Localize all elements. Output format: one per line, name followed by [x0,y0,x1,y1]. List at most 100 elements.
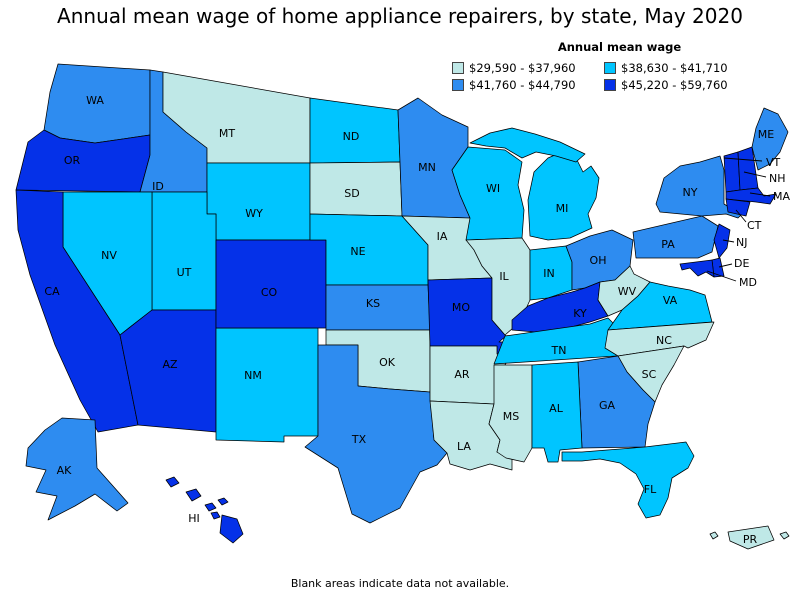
state-label-ga: GA [599,399,616,412]
state-label-nh: NH [769,172,786,185]
legend-item: $41,760 - $44,790 [452,78,604,92]
leader-line-vt [723,157,763,162]
state-shape-ca [15,189,139,433]
state-label-ok: OK [379,356,396,369]
page-title: Annual mean wage of home appliance repai… [57,4,743,28]
state-shape-tx [304,344,448,524]
state-label-me: ME [758,128,774,141]
leader-lines [706,157,771,282]
state-label-ma: MA [773,190,790,203]
state-label-la: LA [457,440,471,453]
state-label-wa: WA [86,94,104,107]
state-label-ny: NY [683,186,698,199]
state-label-ks: KS [366,297,380,310]
state-shape-ct [725,198,751,217]
state-label-nm: NM [244,369,262,382]
state-label-sd: SD [344,187,359,200]
state-label-mt: MT [219,127,235,140]
state-label-vt: VT [766,156,781,169]
state-shape-mi-lower [527,151,600,241]
state-shape-ga [577,355,656,449]
leader-line-nj [722,239,735,243]
state-label-in: IN [543,267,554,280]
state-label-ar: AR [454,368,470,381]
state-shape-fl [561,441,695,519]
state-shape-mn [397,97,471,219]
state-label-mn: MN [418,161,436,174]
state-label-al: AL [549,402,564,415]
state-label-tn: TN [551,344,567,357]
state-shape-wy [206,162,311,241]
state-label-va: VA [663,294,678,307]
state-label-mo: MO [452,301,470,314]
state-shape-mi-upper [469,127,586,163]
legend-item: $29,590 - $37,960 [452,61,604,75]
state-shape-pr [709,525,790,550]
state-shape-co [215,239,327,329]
state-shape-nc [604,321,715,357]
leader-line-nh [743,171,767,178]
state-label-oh: OH [590,254,607,267]
state-shape-hi [165,476,244,544]
legend: Annual mean wage $29,590 - $37,960 $38,6… [452,40,787,92]
state-label-ia: IA [437,230,448,243]
state-label-hi: HI [188,512,200,525]
state-label-nc: NC [656,334,672,347]
legend-swatch-bin2 [604,62,616,74]
state-label-de: DE [734,257,749,270]
state-label-nd: ND [343,130,360,143]
legend-swatch-bin4 [604,79,616,91]
state-shape-il [465,237,531,336]
state-shape-me [751,107,789,171]
state-label-wy: WY [245,207,263,220]
state-label-pa: PA [661,238,675,251]
state-label-nj: NJ [736,236,747,249]
state-label-wv: WV [618,285,637,298]
state-label-fl: FL [644,483,657,496]
state-shape-nm [215,327,319,443]
state-shape-al [531,361,583,463]
state-label-tx: TX [351,433,367,446]
state-label-mi: MI [556,202,569,215]
state-label-ne: NE [350,245,365,258]
state-shape-nj [713,223,731,259]
leader-line-md [706,270,737,282]
legend-swatch-bin1 [452,62,464,74]
legend-item: $38,630 - $41,710 [604,61,772,75]
leader-line-de [718,263,733,268]
state-shape-md [679,259,715,278]
state-shape-ut [151,191,217,311]
state-label-nv: NV [101,249,117,262]
legend-item: $45,220 - $59,760 [604,78,772,92]
state-label-ca: CA [44,285,60,298]
state-label-wi: WI [486,182,500,195]
state-label-ak: AK [57,464,73,477]
leader-line-ct [735,209,747,223]
state-label-ky: KY [573,307,587,320]
state-labels: WA OR CA NV ID MT WY UT CO AZ NM ND SD N… [44,94,790,546]
state-shape-az [119,309,217,433]
state-shapes [15,63,790,550]
state-label-ct: CT [747,219,762,232]
state-label-ms: MS [503,410,519,423]
legend-label-bin3: $41,760 - $44,790 [469,78,576,92]
legend-label-bin2: $38,630 - $41,710 [621,61,728,75]
legend-label-bin4: $45,220 - $59,760 [621,78,728,92]
state-label-pr: PR [743,533,758,546]
state-label-sc: SC [642,368,657,381]
legend-swatch-bin3 [452,79,464,91]
state-label-co: CO [261,286,278,299]
state-label-ut: UT [177,266,192,279]
state-label-il: IL [499,270,509,283]
state-label-or: OR [64,154,81,167]
leader-line-ma [749,192,771,197]
legend-title: Annual mean wage [557,40,682,54]
state-shape-pa [632,215,719,259]
state-label-md: MD [739,276,757,289]
state-label-id: ID [152,180,164,193]
footnote: Blank areas indicate data not available. [290,577,510,590]
state-shape-ak [25,417,129,521]
state-label-az: AZ [162,358,178,371]
